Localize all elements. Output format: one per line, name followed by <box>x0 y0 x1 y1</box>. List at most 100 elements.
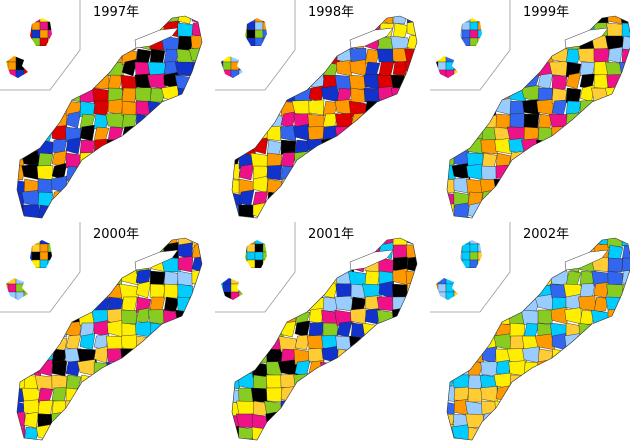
municipality <box>246 29 256 39</box>
municipality <box>436 291 439 300</box>
municipality <box>30 45 33 46</box>
municipality <box>16 22 24 30</box>
municipality <box>294 35 311 52</box>
municipality <box>8 30 16 38</box>
municipality <box>149 163 166 181</box>
municipality <box>308 426 325 440</box>
municipality <box>350 203 367 218</box>
municipality <box>255 300 263 308</box>
municipality <box>378 176 395 194</box>
municipality <box>478 78 486 86</box>
municipality <box>470 276 478 284</box>
municipality <box>16 38 24 46</box>
municipality <box>149 426 166 440</box>
municipality <box>191 191 202 207</box>
municipality <box>493 296 513 312</box>
municipality <box>163 191 180 207</box>
municipality <box>263 14 271 22</box>
municipality <box>263 215 285 218</box>
municipality <box>107 439 124 440</box>
municipality <box>162 204 180 218</box>
municipality <box>593 238 610 247</box>
municipality <box>461 243 471 253</box>
municipality <box>206 10 221 24</box>
municipality <box>454 300 462 308</box>
municipality <box>508 296 526 312</box>
municipality <box>551 74 568 90</box>
municipality <box>593 296 610 312</box>
municipality <box>51 175 68 194</box>
municipality <box>606 111 624 129</box>
municipality <box>191 58 202 77</box>
municipality <box>39 45 49 46</box>
municipality <box>135 335 152 352</box>
municipality <box>278 439 298 440</box>
municipality <box>452 111 470 129</box>
municipality <box>23 47 40 64</box>
municipality <box>79 124 96 142</box>
municipality <box>238 85 255 103</box>
municipality <box>266 16 283 25</box>
municipality <box>252 217 269 218</box>
municipality <box>254 37 264 46</box>
municipality <box>294 270 311 288</box>
municipality <box>279 296 297 312</box>
municipality <box>265 283 283 299</box>
municipality <box>163 178 180 194</box>
municipality <box>349 59 367 77</box>
municipality <box>15 69 25 78</box>
municipality <box>495 113 512 129</box>
municipality <box>334 387 354 403</box>
municipality <box>191 255 202 273</box>
municipality <box>378 152 395 168</box>
municipality <box>462 284 470 292</box>
municipality <box>215 46 223 54</box>
municipality <box>238 61 243 71</box>
municipality <box>6 299 9 300</box>
municipality <box>606 426 624 440</box>
municipality <box>247 284 255 292</box>
municipality <box>24 300 32 308</box>
municipality <box>406 348 417 365</box>
municipality <box>223 14 231 22</box>
municipality <box>336 137 353 155</box>
municipality <box>76 270 98 286</box>
municipality <box>239 46 247 54</box>
municipality <box>446 30 454 38</box>
municipality <box>252 74 269 90</box>
municipality <box>263 78 271 86</box>
municipality <box>280 243 297 260</box>
lake <box>564 249 609 271</box>
municipality <box>134 439 152 440</box>
municipality <box>17 125 26 142</box>
municipality <box>79 139 96 155</box>
municipality <box>262 259 267 268</box>
municipality <box>461 29 471 39</box>
municipality <box>15 56 25 63</box>
municipality <box>509 165 526 181</box>
municipality <box>438 22 446 30</box>
municipality <box>93 413 110 429</box>
municipality <box>175 217 195 218</box>
municipality <box>215 268 223 276</box>
municipality <box>447 322 456 338</box>
municipality <box>291 87 312 103</box>
municipality <box>294 243 311 260</box>
municipality <box>16 300 24 308</box>
municipality <box>215 268 223 276</box>
municipality <box>361 165 382 181</box>
municipality <box>447 125 456 142</box>
municipality <box>378 163 395 181</box>
municipality <box>221 77 224 78</box>
municipality <box>51 374 68 390</box>
municipality <box>470 54 478 62</box>
municipality <box>308 244 325 260</box>
municipality <box>0 54 8 62</box>
municipality <box>49 217 69 218</box>
municipality <box>392 22 409 39</box>
municipality <box>578 152 596 168</box>
municipality <box>121 35 138 51</box>
municipality <box>231 236 239 244</box>
municipality <box>279 204 297 218</box>
